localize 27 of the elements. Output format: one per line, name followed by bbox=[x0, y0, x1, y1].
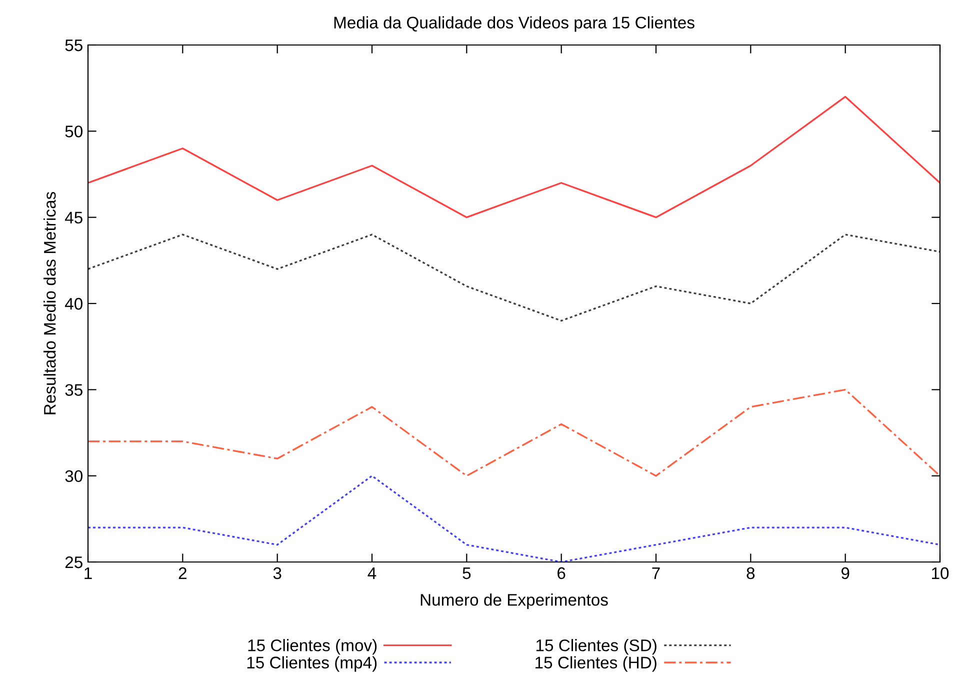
legend-label: 15 Clientes (mp4) bbox=[247, 656, 377, 672]
x-tick-label: 5 bbox=[462, 567, 471, 580]
x-tick-label: 7 bbox=[652, 567, 660, 579]
x-tick-label: 10 bbox=[932, 567, 949, 580]
x-tick-label: 3 bbox=[273, 567, 282, 580]
y-tick-label: 40 bbox=[64, 298, 82, 310]
x-tick-label: 2 bbox=[178, 567, 186, 579]
x-tick-label: 9 bbox=[841, 567, 850, 580]
line-series bbox=[88, 234, 940, 322]
y-axis-title: Resultado Medio das Metricas bbox=[44, 192, 56, 414]
x-tick-label: 4 bbox=[368, 567, 376, 579]
x-tick-label: 6 bbox=[558, 567, 566, 580]
y-tick-label: 25 bbox=[65, 556, 82, 568]
x-tick-label: 8 bbox=[746, 567, 755, 580]
x-tick-label: 1 bbox=[84, 567, 92, 579]
legend-label: 15 Clientes (mov) bbox=[248, 639, 377, 655]
chart-title: Media da Qualidade dos Videos para 15 Clientes bbox=[334, 16, 694, 32]
x-axis-title: Numero de Experimentos bbox=[420, 594, 608, 610]
y-tick-label: 50 bbox=[65, 126, 82, 138]
y-tick-label: 35 bbox=[65, 384, 82, 396]
y-tick-label: 30 bbox=[65, 470, 82, 482]
y-tick-label: 45 bbox=[64, 212, 82, 224]
legend-label: 15 Clientes (SD) bbox=[536, 639, 656, 655]
line-series bbox=[88, 388, 940, 477]
line-series bbox=[88, 96, 940, 218]
legend-label: 15 Clientes (HD) bbox=[536, 656, 656, 672]
y-tick-label: 55 bbox=[65, 40, 82, 52]
